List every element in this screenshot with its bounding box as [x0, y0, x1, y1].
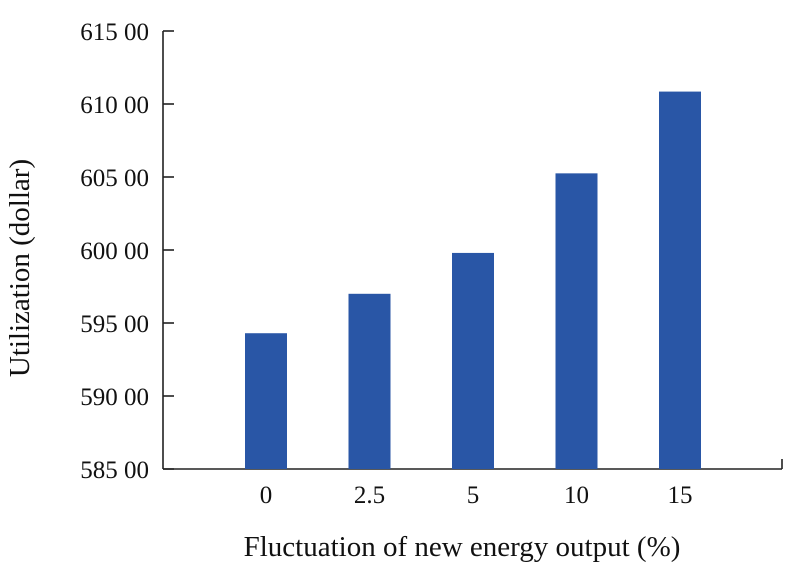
x-axis-title: Fluctuation of new energy output (%) — [244, 531, 681, 563]
y-axis: 585 00 590 00 595 00 600 00 605 00 610 00 615 … — [80, 19, 174, 484]
bar-15 — [659, 91, 701, 469]
y-tick-label: 600 00 — [80, 238, 149, 265]
y-tick-label: 615 00 — [80, 19, 149, 46]
bar-2.5 — [348, 293, 391, 469]
bars — [245, 91, 701, 469]
y-tick-label: 595 00 — [80, 311, 149, 338]
y-tick-label: 585 00 — [80, 457, 149, 484]
x-tick-label: 0 — [260, 482, 273, 509]
y-tick-label: 610 00 — [80, 92, 149, 119]
y-axis-title: Utilization (dollar) — [4, 159, 36, 377]
x-tick-label: 10 — [564, 482, 589, 509]
x-tick-label: 5 — [467, 482, 480, 509]
y-tick-label: 590 00 — [80, 384, 149, 411]
bar-0 — [245, 333, 287, 469]
bar-5 — [452, 252, 494, 469]
x-tick-label: 15 — [668, 482, 693, 509]
x-tick-label: 2.5 — [354, 482, 385, 509]
bar-10 — [555, 173, 598, 469]
y-tick-label: 605 00 — [80, 165, 149, 192]
